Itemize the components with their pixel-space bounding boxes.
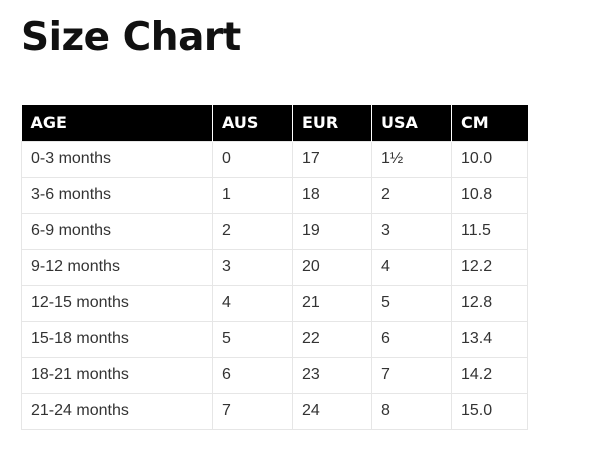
- cell-age: 15-18 months: [21, 320, 213, 358]
- cell-eur: 17: [292, 140, 372, 178]
- cell-aus: 1: [212, 176, 293, 214]
- table-row: 6-9 months 2 19 3 11.5: [21, 212, 528, 250]
- header-age: AGE: [21, 105, 213, 141]
- cell-cm: 14.2: [451, 356, 528, 394]
- table-row: 3-6 months 1 18 2 10.8: [21, 176, 528, 214]
- cell-eur: 23: [292, 356, 372, 394]
- cell-cm: 11.5: [451, 212, 528, 250]
- cell-eur: 22: [292, 320, 372, 358]
- cell-cm: 15.0: [451, 392, 528, 430]
- cell-usa: 3: [371, 212, 452, 250]
- cell-eur: 19: [292, 212, 372, 250]
- cell-aus: 0: [212, 140, 293, 178]
- cell-usa: 2: [371, 176, 452, 214]
- cell-age: 9-12 months: [21, 248, 213, 286]
- table-row: 15-18 months 5 22 6 13.4: [21, 320, 528, 358]
- cell-usa: 4: [371, 248, 452, 286]
- header-usa: USA: [371, 105, 452, 141]
- table-header-row: AGE AUS EUR USA CM: [21, 105, 528, 141]
- cell-usa: 8: [371, 392, 452, 430]
- cell-aus: 5: [212, 320, 293, 358]
- cell-aus: 7: [212, 392, 293, 430]
- cell-aus: 3: [212, 248, 293, 286]
- cell-aus: 6: [212, 356, 293, 394]
- table-row: 0-3 months 0 17 1½ 10.0: [21, 140, 528, 178]
- cell-age: 0-3 months: [21, 140, 213, 178]
- cell-eur: 21: [292, 284, 372, 322]
- cell-cm: 10.8: [451, 176, 528, 214]
- cell-cm: 12.8: [451, 284, 528, 322]
- size-chart-table: AGE AUS EUR USA CM 0-3 months 0 17 1½ 10…: [21, 105, 528, 430]
- cell-cm: 13.4: [451, 320, 528, 358]
- page-title: Size Chart: [21, 15, 241, 60]
- cell-age: 18-21 months: [21, 356, 213, 394]
- header-eur: EUR: [292, 105, 372, 141]
- cell-aus: 4: [212, 284, 293, 322]
- cell-age: 3-6 months: [21, 176, 213, 214]
- table-row: 18-21 months 6 23 7 14.2: [21, 356, 528, 394]
- table-row: 12-15 months 4 21 5 12.8: [21, 284, 528, 322]
- cell-aus: 2: [212, 212, 293, 250]
- cell-eur: 20: [292, 248, 372, 286]
- cell-usa: 6: [371, 320, 452, 358]
- cell-usa: 5: [371, 284, 452, 322]
- header-cm: CM: [451, 105, 528, 141]
- cell-age: 21-24 months: [21, 392, 213, 430]
- cell-age: 6-9 months: [21, 212, 213, 250]
- cell-cm: 12.2: [451, 248, 528, 286]
- cell-usa: 7: [371, 356, 452, 394]
- table-row: 9-12 months 3 20 4 12.2: [21, 248, 528, 286]
- header-aus: AUS: [212, 105, 293, 141]
- cell-age: 12-15 months: [21, 284, 213, 322]
- cell-cm: 10.0: [451, 140, 528, 178]
- cell-eur: 18: [292, 176, 372, 214]
- table-row: 21-24 months 7 24 8 15.0: [21, 392, 528, 430]
- cell-eur: 24: [292, 392, 372, 430]
- cell-usa: 1½: [371, 140, 452, 178]
